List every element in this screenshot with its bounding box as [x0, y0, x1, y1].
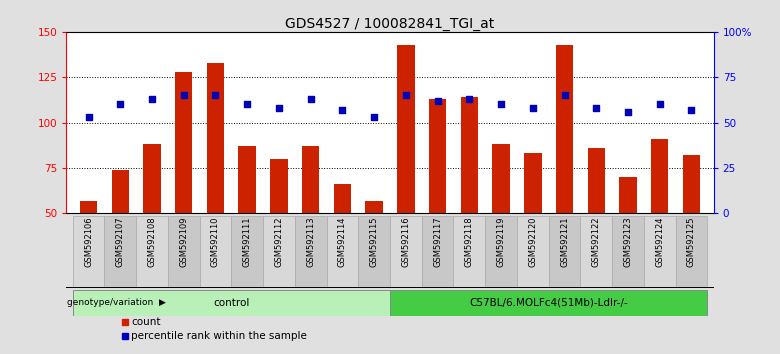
Bar	[517, 216, 548, 287]
Point	[178, 92, 190, 98]
Bar	[334, 184, 351, 213]
Bar	[548, 216, 580, 287]
Text: GSM592106: GSM592106	[84, 216, 93, 267]
Bar	[682, 155, 700, 213]
Bar	[619, 177, 636, 213]
Bar	[270, 159, 288, 213]
Text: GSM592118: GSM592118	[465, 216, 473, 267]
Bar	[200, 216, 232, 287]
Text: GSM592107: GSM592107	[115, 216, 125, 267]
Text: GSM592125: GSM592125	[687, 216, 696, 267]
Bar	[612, 216, 644, 287]
Bar	[651, 139, 668, 213]
Bar	[302, 146, 319, 213]
Text: genotype/variation  ▶: genotype/variation ▶	[67, 298, 166, 307]
Bar	[453, 216, 485, 287]
Bar	[365, 201, 383, 213]
Text: GSM592116: GSM592116	[402, 216, 410, 267]
Point	[273, 105, 285, 111]
Text: GSM592109: GSM592109	[179, 216, 188, 267]
Bar	[461, 97, 478, 213]
Bar	[492, 144, 510, 213]
Bar	[397, 45, 415, 213]
Bar	[73, 216, 105, 287]
Text: GSM592124: GSM592124	[655, 216, 665, 267]
Point	[399, 92, 412, 98]
Bar	[232, 216, 263, 287]
Bar	[263, 216, 295, 287]
Point	[686, 107, 698, 113]
Text: GSM592111: GSM592111	[243, 216, 252, 267]
Bar	[175, 72, 193, 213]
Bar	[644, 216, 675, 287]
Text: GSM592117: GSM592117	[433, 216, 442, 267]
Bar	[239, 146, 256, 213]
Bar	[358, 216, 390, 287]
Text: GSM592119: GSM592119	[497, 216, 505, 267]
Bar	[485, 216, 517, 287]
Bar	[207, 63, 224, 213]
Bar	[524, 153, 541, 213]
Point	[495, 102, 507, 107]
Bar	[327, 216, 358, 287]
Bar	[136, 216, 168, 287]
Bar	[105, 216, 136, 287]
Bar	[556, 45, 573, 213]
Point	[114, 102, 126, 107]
Title: GDS4527 / 100082841_TGI_at: GDS4527 / 100082841_TGI_at	[285, 17, 495, 31]
Bar	[390, 216, 422, 287]
Bar	[587, 148, 605, 213]
Point	[368, 114, 381, 120]
Text: GSM592112: GSM592112	[275, 216, 283, 267]
Point	[558, 92, 571, 98]
Text: percentile rank within the sample: percentile rank within the sample	[131, 331, 307, 341]
Text: GSM592122: GSM592122	[592, 216, 601, 267]
Point	[463, 96, 476, 102]
Point	[241, 102, 254, 107]
Point	[336, 107, 349, 113]
Point	[209, 92, 222, 98]
Point	[590, 105, 602, 111]
Bar	[580, 216, 612, 287]
Bar	[390, 290, 707, 316]
Bar	[429, 99, 446, 213]
Bar	[73, 290, 390, 316]
Text: GSM592110: GSM592110	[211, 216, 220, 267]
Bar	[80, 201, 98, 213]
Point	[526, 105, 539, 111]
Point	[82, 114, 94, 120]
Text: GSM592113: GSM592113	[307, 216, 315, 267]
Point	[146, 96, 158, 102]
Text: GSM592114: GSM592114	[338, 216, 347, 267]
Text: GSM592121: GSM592121	[560, 216, 569, 267]
Text: GSM592115: GSM592115	[370, 216, 378, 267]
Text: GSM592123: GSM592123	[623, 216, 633, 267]
Bar	[144, 144, 161, 213]
Bar	[295, 216, 327, 287]
Point	[304, 96, 317, 102]
Point	[431, 98, 444, 104]
Text: count: count	[131, 317, 161, 327]
Point	[622, 109, 634, 115]
Bar	[112, 170, 129, 213]
Text: C57BL/6.MOLFc4(51Mb)-Ldlr-/-: C57BL/6.MOLFc4(51Mb)-Ldlr-/-	[470, 298, 628, 308]
Bar	[168, 216, 200, 287]
Point	[654, 102, 666, 107]
Bar	[422, 216, 453, 287]
Bar	[675, 216, 707, 287]
Text: control: control	[213, 298, 250, 308]
Text: GSM592108: GSM592108	[147, 216, 157, 267]
Text: GSM592120: GSM592120	[528, 216, 537, 267]
